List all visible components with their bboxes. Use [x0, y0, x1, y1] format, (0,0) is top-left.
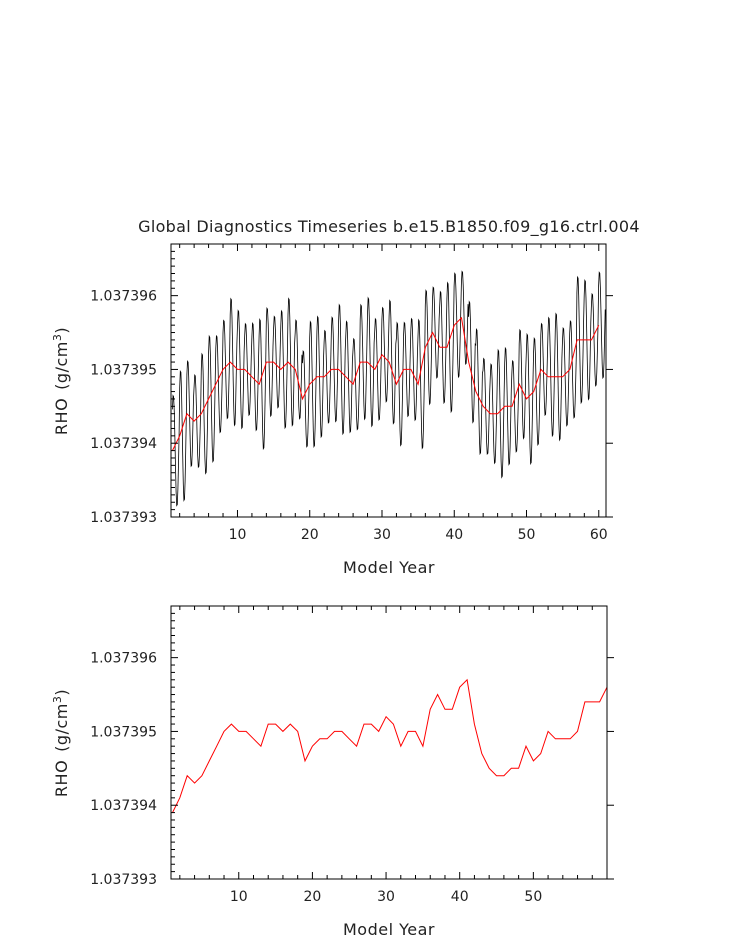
x-tick-label: 30: [373, 527, 391, 543]
plot-series-group: [172, 678, 607, 813]
y-axis-label-close: ): [52, 689, 71, 696]
x-tick-label: 30: [377, 889, 395, 905]
y-tick-label: 1.037393: [90, 872, 157, 888]
x-axis-label: Model Year: [343, 920, 435, 939]
x-tick-label: 60: [590, 527, 608, 543]
y-tick-label: 1.037396: [90, 651, 157, 667]
top-chart-panel: Global Diagnostics Timeseries b.e15.B185…: [51, 217, 640, 577]
top-plot-frame: [170, 243, 607, 518]
x-tick-label: 20: [301, 527, 319, 543]
top-axes: [170, 243, 613, 518]
y-tick-label: 1.037396: [90, 289, 157, 305]
x-tick-label: 20: [303, 889, 321, 905]
chart-title: Global Diagnostics Timeseries b.e15.B185…: [138, 217, 640, 237]
bottom-tick-labels: 10 20 30 40 50 1.037393 1.037394 1.037395 1.0373…: [90, 651, 542, 905]
y-axis-label: RHO (g/cm3): [51, 689, 71, 797]
x-tick-label: 10: [230, 889, 248, 905]
y-tick-label: 1.037394: [90, 798, 157, 814]
bottom-axes: [170, 605, 614, 880]
y-axis-label-units: (g/cm: [52, 341, 71, 390]
x-tick-label: 50: [518, 527, 536, 543]
x-tick-label: 10: [229, 527, 247, 543]
bottom-plot-frame: [170, 605, 608, 880]
top-tick-labels: 10 20 30 40 50 60 1.037393 1.037394 1.037395 1.03…: [90, 289, 608, 543]
bottom-chart-panel: 10 20 30 40 50 1.037393 1.037394 1.037395 1.0373…: [51, 605, 614, 939]
y-axis-label-name: RHO: [52, 398, 71, 435]
y-axis-label-name: RHO: [52, 760, 71, 797]
top-plot-area: [171, 270, 606, 507]
y-axis-label-close: ): [52, 327, 71, 334]
x-tick-label: 50: [524, 889, 542, 905]
y-axis-label-units: (g/cm: [52, 703, 71, 752]
x-tick-label: 40: [451, 889, 469, 905]
x-tick-label: 40: [445, 527, 463, 543]
y-tick-label: 1.037395: [90, 724, 157, 740]
annual-mean-series-line: [172, 678, 607, 813]
plot-series-group: [171, 270, 606, 507]
y-axis-label-exponent: 3: [51, 696, 64, 704]
y-tick-label: 1.037395: [90, 362, 157, 378]
monthly-series-line: [172, 270, 606, 507]
y-axis-label: RHO (g/cm3): [51, 327, 71, 435]
annual-mean-series-line: [171, 316, 600, 451]
y-tick-label: 1.037394: [90, 436, 157, 452]
bottom-plot-area: [172, 678, 607, 813]
y-tick-label: 1.037393: [90, 510, 157, 526]
x-axis-label: Model Year: [343, 558, 435, 577]
y-axis-label-exponent: 3: [51, 334, 64, 342]
